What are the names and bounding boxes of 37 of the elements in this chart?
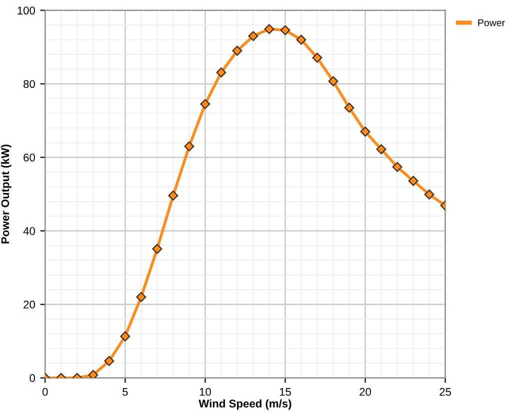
y-tick-label: 0	[30, 374, 35, 382]
y-tick-label: 40	[23, 227, 35, 235]
legend-label: Power	[478, 19, 505, 26]
point	[200, 99, 210, 110]
y-tick-label: 100	[18, 6, 35, 14]
point	[360, 126, 370, 137]
point	[88, 370, 98, 378]
point	[232, 46, 242, 56]
point	[168, 190, 178, 201]
y-tick-label: 20	[24, 300, 35, 309]
point	[312, 52, 322, 63]
point	[264, 24, 274, 34]
point	[344, 102, 354, 113]
x-tick-label: 25	[440, 388, 451, 396]
y-tick-label: 80	[24, 80, 35, 88]
point	[296, 34, 306, 45]
x-tick-label: 15	[280, 388, 291, 396]
x-tick-label: 0	[42, 388, 48, 396]
point	[328, 76, 338, 86]
x-tick-label: 10	[200, 388, 211, 396]
x-axis-title: Wind Speed (m/s)	[198, 399, 292, 410]
point	[392, 162, 402, 172]
point	[120, 331, 130, 342]
point	[376, 144, 386, 154]
point	[136, 292, 146, 302]
point	[152, 244, 162, 254]
y-axis-title: Power Output (kW)	[0, 144, 12, 244]
point	[184, 141, 194, 152]
point	[280, 25, 290, 36]
x-tick-label: 5	[122, 388, 128, 396]
point	[104, 356, 114, 366]
point	[216, 67, 226, 78]
x-tick-label: 20	[360, 388, 371, 396]
y-tick-label: 60	[24, 154, 35, 162]
point	[424, 190, 434, 200]
point	[408, 176, 418, 186]
point	[248, 31, 258, 42]
